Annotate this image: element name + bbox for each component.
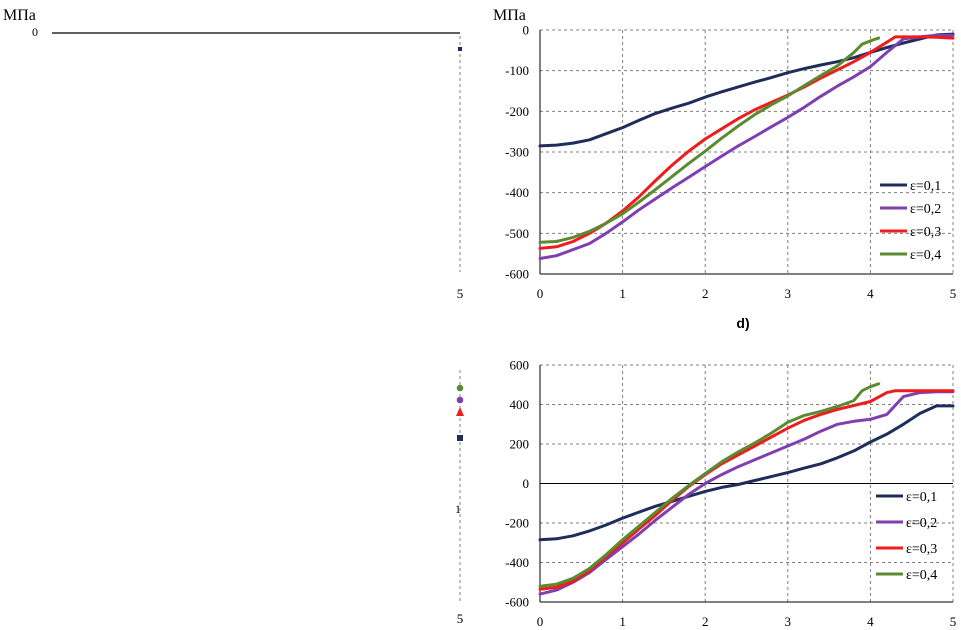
top-chart-legend: ε=0,1 ε=0,2 ε=0,3 ε=0,4 — [880, 179, 941, 263]
y-tick-label: -600 — [505, 595, 529, 610]
bottom-chart-y-ticks: 600 400 200 0 -200 -400 -600 — [505, 358, 529, 610]
series-line-e02 — [538, 390, 955, 596]
series-line-e01 — [538, 404, 955, 542]
x-tick-label: 1 — [619, 286, 626, 301]
left-top-y-tick: 0 — [32, 25, 38, 39]
left-bottom-mid-tick: 1 — [455, 502, 461, 516]
y-tick-label: -100 — [505, 63, 529, 78]
x-tick-label: 3 — [785, 614, 792, 629]
top-chart-unit-label: МПа — [493, 7, 526, 24]
y-tick-label: -400 — [505, 185, 529, 200]
y-tick-label: 0 — [523, 23, 530, 38]
left-bottom-legend-marker-e02 — [456, 396, 464, 404]
x-tick-label: 4 — [867, 614, 874, 629]
y-tick-label: 200 — [510, 437, 530, 452]
left-top-legend-marker — [458, 47, 462, 51]
x-tick-label: 4 — [867, 286, 874, 301]
legend-label-e03: ε=0,3 — [906, 542, 937, 557]
legend-label-e02: ε=0,2 — [910, 202, 941, 217]
y-tick-label: 600 — [510, 358, 530, 373]
x-tick-label: 0 — [537, 614, 544, 629]
y-tick-label: -600 — [505, 267, 529, 282]
top-right-chart: МПа 0 -100 -200 -300 -400 -500 -600 0 1 2 3 4 5 ε=0… — [493, 7, 956, 301]
legend-label-e01: ε=0,1 — [910, 179, 941, 194]
y-tick-label: 400 — [510, 397, 530, 412]
top-chart-y-ticks: 0 -100 -200 -300 -400 -500 -600 — [505, 23, 529, 282]
series-line-e04 — [538, 382, 881, 588]
top-chart-x-ticks: 0 1 2 3 4 5 — [537, 286, 957, 301]
legend-label-e03: ε=0,3 — [910, 225, 941, 240]
series-line-e01 — [538, 32, 955, 148]
legend-label-e01: ε=0,1 — [906, 490, 937, 505]
panel-label-d: d) — [736, 315, 749, 331]
left-bottom-legend-marker-e01 — [457, 435, 463, 441]
series-line-e04 — [538, 36, 881, 244]
x-tick-label: 2 — [702, 614, 709, 629]
bottom-right-chart: 600 400 200 0 -200 -400 -600 0 1 2 3 4 5 ε=0,1 ε=0,2… — [505, 358, 956, 630]
left-bottom-legend-marker-e04 — [456, 384, 464, 392]
x-tick-label: 5 — [950, 614, 957, 629]
y-tick-label: -200 — [505, 516, 529, 531]
y-tick-label: -400 — [505, 555, 529, 570]
y-tick-label: -300 — [505, 145, 529, 160]
x-tick-label: 5 — [950, 286, 957, 301]
legend-label-e04: ε=0,4 — [910, 248, 941, 263]
top-chart-series — [538, 32, 955, 260]
y-tick-label: -200 — [505, 104, 529, 119]
left-top-x-tick: 5 — [457, 286, 464, 301]
x-tick-label: 1 — [619, 614, 626, 629]
bottom-chart-x-ticks: 0 1 2 3 4 5 — [537, 614, 957, 629]
left-bottom-x-tick: 5 — [457, 611, 464, 626]
x-tick-label: 0 — [537, 286, 544, 301]
y-tick-label: -500 — [505, 226, 529, 241]
x-tick-label: 2 — [702, 286, 709, 301]
left-bottom-legend-marker-e03 — [456, 407, 464, 416]
x-tick-label: 3 — [785, 286, 792, 301]
bottom-chart-legend: ε=0,1 ε=0,2 ε=0,3 ε=0,4 — [876, 490, 937, 583]
left-fragment: МПа 0 5 1 5 — [3, 7, 464, 626]
y-tick-label: 0 — [523, 476, 530, 491]
legend-label-e02: ε=0,2 — [906, 516, 937, 531]
series-line-e03 — [538, 389, 955, 591]
legend-label-e04: ε=0,4 — [906, 568, 937, 583]
series-line-e02 — [538, 33, 955, 260]
bottom-chart-series — [538, 382, 955, 596]
left-top-unit-label: МПа — [3, 7, 36, 24]
